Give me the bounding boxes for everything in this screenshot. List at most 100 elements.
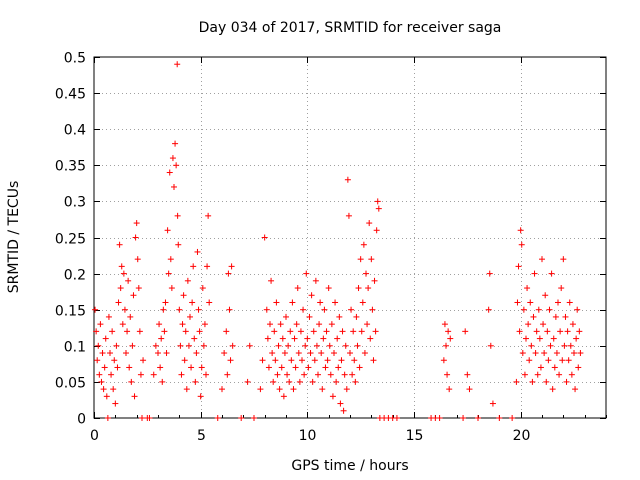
data-point [200,342,207,349]
data-point [121,306,128,313]
data-point [137,371,144,378]
data-point [324,357,331,364]
data-point [517,227,524,234]
data-point [159,378,166,385]
data-point [174,61,181,68]
data-point [543,378,550,385]
x-tick-label: 15 [406,428,424,444]
x-tick-label: 10 [299,428,317,444]
data-point [165,270,172,277]
data-point [155,350,161,357]
y-tick-label: 0.1 [64,340,86,356]
data-point [276,386,283,393]
data-point [541,350,548,357]
data-point [347,350,353,357]
data-point [349,371,356,378]
data-point [126,364,133,371]
data-point [519,350,526,357]
data-point [104,415,111,421]
data-point [569,321,576,328]
data-point [525,321,532,328]
data-point [173,162,180,169]
data-point [189,299,196,306]
data-point [307,350,314,357]
data-point [184,277,191,284]
data-point [370,357,377,364]
data-point [164,227,171,234]
data-point [523,335,529,342]
data-point [264,335,271,342]
data-point [327,371,334,378]
data-point [486,270,493,277]
data-point [206,299,213,306]
data-point [199,285,206,292]
data-point [290,386,297,393]
data-point [323,328,330,335]
data-point [296,378,303,385]
y-tick-label: 0.35 [55,159,86,175]
data-point [117,285,124,292]
data-point [278,364,285,371]
data-point [135,285,142,292]
data-point [328,321,335,328]
data-point [172,140,179,147]
data-point [94,357,101,364]
data-point [354,342,361,349]
data-point [127,313,134,320]
data-point [160,306,167,313]
data-point [315,371,321,378]
y-tick-label: 0 [77,412,86,428]
x-tick-label: 0 [90,428,99,444]
data-point [277,321,284,328]
data-point [129,342,136,349]
y-tick-label: 0.15 [55,304,86,320]
data-point [551,364,558,371]
data-point [366,220,373,227]
data-point [297,328,304,335]
data-point [303,270,310,277]
data-point [131,393,138,400]
data-point [540,321,547,328]
data-point [103,393,110,400]
data-point [549,386,556,393]
data-point [214,415,221,421]
data-point [312,277,319,284]
data-point [197,393,204,400]
data-point [272,357,279,364]
data-point [176,306,183,313]
data-point [350,328,357,335]
data-point [201,321,208,328]
data-point [287,328,294,335]
data-point [203,371,209,378]
data-point [513,378,520,385]
data-point [269,350,276,357]
data-point [271,328,278,335]
y-axis-label: SRMTID / TECUs [6,181,22,294]
data-point [286,378,293,385]
data-points [92,61,584,421]
data-point [158,335,165,342]
data-point [357,256,364,263]
data-point [574,306,581,313]
data-point [244,378,251,385]
data-point [341,371,348,378]
data-point [338,357,345,364]
data-point [351,357,358,364]
data-point [259,357,266,364]
data-point [227,357,234,364]
y-tick-label: 0.4 [64,123,86,139]
data-point [308,292,315,299]
grid-lines [94,57,606,418]
data-point [311,357,318,364]
data-point [336,313,343,320]
data-point [462,328,469,335]
data-point [115,299,122,306]
data-point [285,342,292,349]
data-point [185,342,192,349]
data-point [193,350,200,357]
data-point [546,306,553,313]
data-point [111,357,118,364]
data-point [536,335,543,342]
data-point [299,357,305,364]
